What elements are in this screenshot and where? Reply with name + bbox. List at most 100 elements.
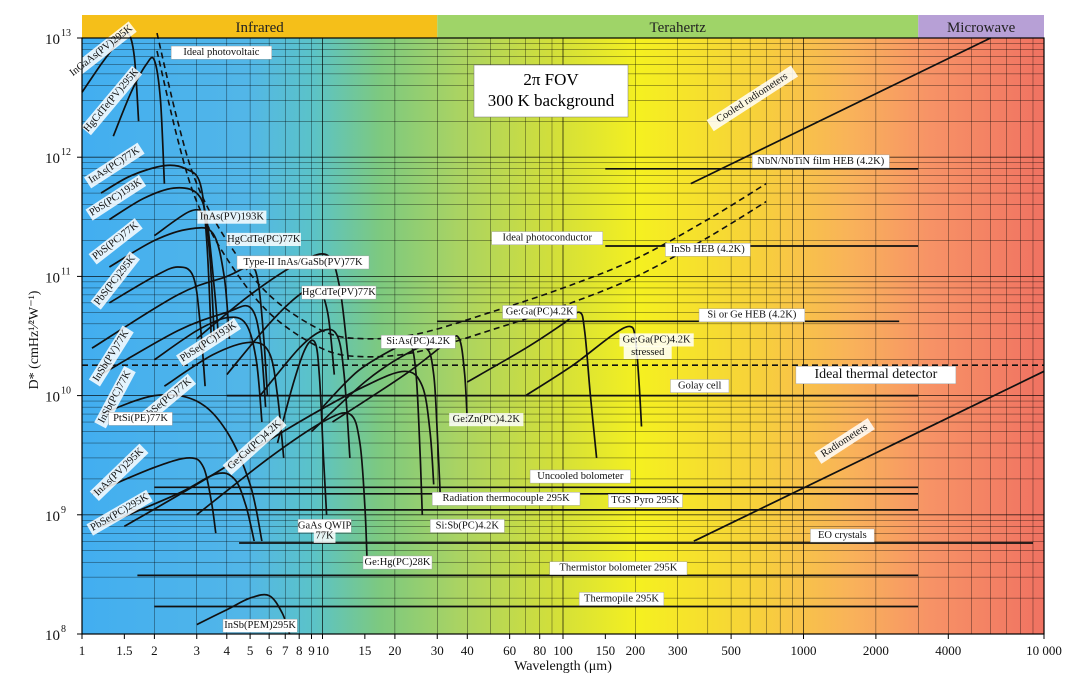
label-box-37 [608,494,683,508]
x-tick-label-22: 1000 [791,643,817,658]
x-tick-label-6: 6 [266,643,273,658]
label-ge-ga-pc-4-2k-18: Ge:Ga(PC)4.2K [619,333,694,347]
label-golay-cell-34: Golay cell [670,379,730,393]
label-eo-crystals-38: EO crystals [810,528,875,543]
series-ideal-photoconductor-27 [156,50,767,358]
series-pbse-pc-295k-16 [100,472,256,542]
y-tick-exponent-4: 12 [61,147,71,158]
label-si-sb-pc-4-2k-26: Si:Sb(PC)4.2K [429,519,505,533]
label-nbn-nbtin-film-heb-4-2k-31: NbN/NbTiN film HEB (4.2K) [751,154,890,169]
label-text-7: InAs(PV)193K [200,212,265,223]
label-text-32: InSb HEB (4.2K) [671,244,745,255]
label-bg-18 [619,333,694,347]
x-tick-label-3: 3 [193,643,200,658]
x-tick-label-12: 20 [388,643,401,658]
x-tick-label-4: 4 [224,643,231,658]
label-text-20: Ge:Zn(PC)4.2K [453,414,521,425]
x-tick-label-1: 1.5 [116,643,132,658]
band-microwave [918,15,1044,38]
x-tick-label-18: 150 [596,643,616,658]
label-text-15: PtSi(PE)77K [113,413,168,424]
label-bg-25 [313,529,336,543]
label-text-31: NbN/NbTiN film HEB (4.2K) [757,156,884,167]
x-tick-label-24: 4000 [935,643,961,658]
x-tick-label-19: 200 [626,643,646,658]
series-hgcdte-pv-295k-1 [112,56,166,184]
label-text-38: EO crystals [818,530,867,541]
label-radiation-thermocouple-295k-36: Radiation thermocouple 295K [432,492,581,506]
annotation-line1: 2π FOV [523,70,579,89]
label-box-31 [751,154,890,169]
label-si-or-ge-heb-4-2k-33: Si or Ge HEB (4.2K) [698,308,805,323]
label-box-35 [529,469,631,484]
label-insb-pem-295k-28: InSb(PEM)295K [222,618,298,633]
band-infrared [82,15,438,38]
series-group [81,31,1045,635]
label-uncooled-bolometer-35: Uncooled bolometer [529,469,631,484]
series-ptsi-pe-77k-12 [100,393,263,542]
y-tick-exponent-5: 13 [61,28,71,39]
x-axis-label: Wavelength (μm) [514,659,612,674]
label-ideal-photoconductor-29: Ideal photoconductor [491,231,603,245]
label-bg-23 [86,489,153,536]
label-text-30: Ideal thermal detector [814,367,937,382]
label-box-39 [549,561,688,575]
label-bg-1 [80,65,143,136]
label-text-35: Uncooled bolometer [537,471,624,482]
label-bg-7 [197,210,267,224]
x-tick-label-16: 80 [533,643,546,658]
label-box-40 [578,592,665,606]
label-bg-41 [706,65,799,132]
label-inas-pv-193k-7: InAs(PV)193K [197,210,267,224]
band-label-infrared: Infrared [235,20,284,36]
y-tick-exponent-2: 10 [61,386,71,397]
label-stressed-19: stressed [623,345,672,359]
label-box-2 [170,45,272,60]
label-text-8: HgCdTe(PC)77K [227,234,301,245]
label-box-15 [108,412,173,426]
label-text-33: Si or Ge HEB (4.2K) [707,310,796,321]
label-box-30 [795,366,957,385]
x-tick-label-8: 8 [296,643,303,658]
label-box-38 [810,528,875,543]
x-tick-label-13: 30 [431,643,444,658]
label-text-16: Si:As(PC)4.2K [386,336,450,347]
label-text-28: InSb(PEM)295K [224,620,296,631]
label-text-39: Thermistor bolometer 295K [559,563,677,574]
label-text-26: Si:Sb(PC)4.2K [436,520,500,531]
y-tick-label-0: 10 [45,628,60,644]
label-box-29 [491,231,603,245]
y-tick-exponent-3: 11 [61,266,71,277]
label-bg-11 [88,325,134,387]
x-tick-label-2: 2 [151,643,158,658]
y-tick-label-2: 10 [45,390,60,406]
label-text-17: Ge:Ga(PC)4.2K [506,306,574,317]
label-text-34: Golay cell [678,380,722,391]
label-box-16 [380,335,456,349]
label-type-ii-inas-gasb-pv-77k-9: Type-II InAs/GaSb(PV)77K [236,255,370,270]
series-ge-cu-pc-4-2k-17 [123,370,435,528]
series-insb-pem-295k-25 [196,593,291,635]
label-box-32 [665,242,751,257]
spectral-bands: Infrared Terahertz Microwave [82,15,1044,38]
label-thermistor-bolometer-295k-39: Thermistor bolometer 295K [549,561,688,575]
x-tick-label-15: 60 [503,643,516,658]
series-pbs-pc-193k-3 [108,186,220,339]
label-bg-0 [65,21,137,81]
band-terahertz [437,15,919,38]
x-tick-label-23: 2000 [863,643,889,658]
label-text-9: Type-II InAs/GaSb(PV)77K [243,257,363,268]
label-si-as-pc-4-2k-16: Si:As(PC)4.2K [380,335,456,349]
x-tick-label-17: 100 [553,643,573,658]
label-bg-3 [84,142,145,189]
series-insb-pc-77k-9 [100,304,267,408]
label-ptsi-pe-77k-15: PtSi(PE)77K [108,412,173,426]
label-bg-5 [88,218,143,265]
label-box-27 [362,555,433,570]
label-ideal-photovoltaic-2: Ideal photovoltaic [170,45,272,60]
x-tick-label-5: 5 [247,643,254,658]
y-tick-label-4: 10 [45,151,60,167]
band-label-microwave: Microwave [947,20,1016,36]
label-box-9 [236,255,370,270]
label-bg-13 [176,317,242,367]
